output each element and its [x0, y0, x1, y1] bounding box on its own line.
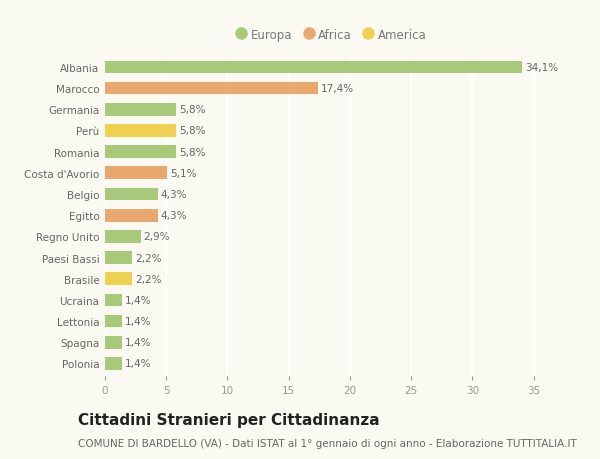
Text: 5,8%: 5,8%: [179, 147, 206, 157]
Bar: [105, 273, 132, 285]
Text: 1,4%: 1,4%: [125, 358, 152, 369]
Bar: [105, 358, 122, 370]
Text: 2,9%: 2,9%: [143, 232, 170, 242]
Text: 5,1%: 5,1%: [170, 168, 197, 179]
Bar: [105, 294, 122, 307]
Bar: [105, 252, 132, 264]
Bar: [105, 146, 176, 159]
Text: 2,2%: 2,2%: [135, 274, 161, 284]
Bar: [105, 209, 158, 222]
Bar: [105, 104, 176, 117]
Text: 1,4%: 1,4%: [125, 337, 152, 347]
Text: 5,8%: 5,8%: [179, 126, 206, 136]
Bar: [105, 230, 140, 243]
Bar: [105, 125, 176, 138]
Text: Cittadini Stranieri per Cittadinanza: Cittadini Stranieri per Cittadinanza: [78, 413, 380, 428]
Text: 17,4%: 17,4%: [321, 84, 354, 94]
Bar: [105, 336, 122, 349]
Text: 4,3%: 4,3%: [161, 211, 187, 221]
Bar: [105, 83, 318, 95]
Text: COMUNE DI BARDELLO (VA) - Dati ISTAT al 1° gennaio di ogni anno - Elaborazione T: COMUNE DI BARDELLO (VA) - Dati ISTAT al …: [78, 438, 577, 448]
Bar: [105, 188, 158, 201]
Bar: [105, 315, 122, 328]
Text: 1,4%: 1,4%: [125, 316, 152, 326]
Text: 34,1%: 34,1%: [526, 63, 559, 73]
Text: 4,3%: 4,3%: [161, 190, 187, 200]
Legend: Europa, Africa, America: Europa, Africa, America: [236, 29, 427, 42]
Text: 1,4%: 1,4%: [125, 295, 152, 305]
Text: 2,2%: 2,2%: [135, 253, 161, 263]
Text: 5,8%: 5,8%: [179, 105, 206, 115]
Bar: [105, 62, 523, 74]
Bar: [105, 167, 167, 180]
